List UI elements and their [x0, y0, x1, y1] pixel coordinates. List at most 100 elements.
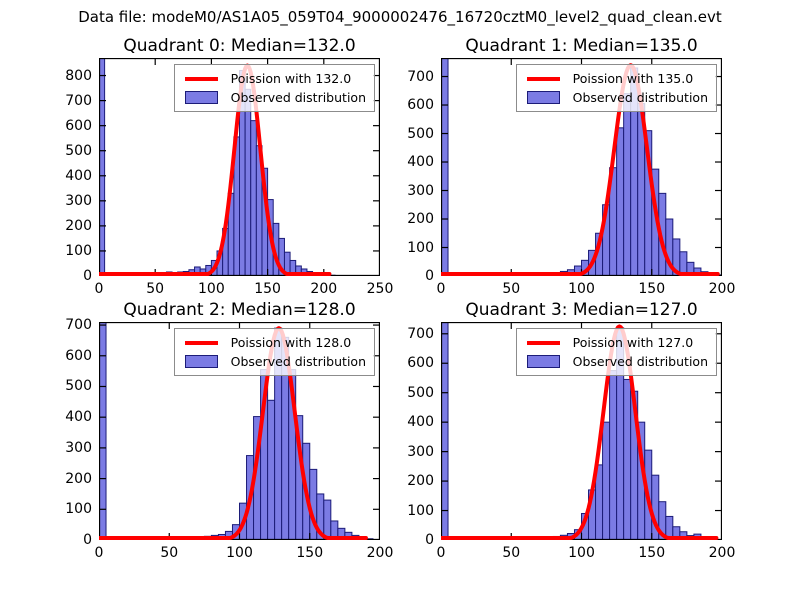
y-tick-label: 100	[65, 242, 92, 259]
legend-label-poisson: Poission with 127.0	[572, 335, 694, 350]
legend-row: Observed distribution	[184, 88, 366, 107]
legend-row: Poission with 132.0	[184, 69, 366, 88]
x-tick-label: 200	[708, 545, 736, 561]
x-tick-label: 0	[94, 545, 104, 561]
legend-quadrant-0: Poission with 132.0 Observed distributio…	[173, 64, 375, 112]
x-tick-label: 150	[296, 545, 324, 561]
y-tick-label: 600	[407, 355, 434, 372]
poisson-line-swatch	[184, 340, 218, 345]
observed-patch-swatch	[184, 355, 218, 368]
x-tick-label: 0	[436, 545, 446, 561]
y-tick-label: 400	[65, 409, 92, 426]
x-tick-label: 0	[94, 281, 104, 297]
x-tick-label: 0	[436, 281, 446, 297]
histogram-bar	[267, 399, 276, 540]
legend-quadrant-3: Poission with 127.0 Observed distributio…	[515, 328, 717, 376]
y-tick-label: 100	[65, 501, 92, 518]
histogram-bar	[323, 499, 332, 540]
histogram-bar	[616, 127, 625, 276]
histogram-bar	[99, 322, 107, 540]
y-tick-label: 400	[407, 154, 434, 170]
histogram-bar	[602, 421, 611, 540]
poisson-fit-curve	[441, 324, 719, 540]
x-tick-label: 100	[568, 545, 595, 561]
y-tick-label: 200	[407, 473, 434, 490]
y-tick-label: 0	[425, 268, 434, 284]
legend-label-observed: Observed distribution	[230, 90, 366, 105]
axes-box	[441, 322, 722, 540]
x-tick-label: 250	[366, 281, 394, 297]
y-tick-label: 200	[407, 211, 434, 227]
poisson-fit-curve	[441, 63, 720, 276]
legend-row: Observed distribution	[526, 352, 708, 371]
subplot-title-quadrant-3: Quadrant 3: Median=127.0	[465, 300, 698, 320]
poisson-line-swatch	[526, 76, 560, 81]
x-tick-label: 200	[708, 281, 736, 297]
y-tick-label: 600	[65, 347, 92, 364]
y-tick-label: 700	[65, 317, 92, 334]
figure-title: Data file: modeM0/AS1A05_059T04_90000024…	[78, 8, 722, 26]
y-tick-label: 600	[65, 117, 92, 134]
legend-label-observed: Observed distribution	[230, 354, 366, 369]
y-tick-label: 700	[407, 325, 434, 342]
histogram-bar	[623, 93, 632, 276]
y-tick-label: 400	[65, 167, 92, 184]
histogram-bar	[441, 58, 449, 276]
histogram-bar	[250, 120, 257, 276]
legend-row: Observed distribution	[526, 88, 708, 107]
y-tick-label: 0	[83, 532, 92, 548]
x-tick-label: 50	[146, 281, 165, 297]
legend-label-observed: Observed distribution	[572, 90, 708, 105]
observed-patch-swatch	[526, 91, 560, 104]
y-tick-label: 400	[407, 414, 434, 431]
x-tick-label: 200	[310, 281, 338, 297]
legend-quadrant-1: Poission with 135.0 Observed distributio…	[515, 64, 717, 112]
observed-patch-swatch	[184, 91, 218, 104]
histogram-bar	[99, 58, 106, 276]
x-tick-label: 50	[160, 545, 179, 561]
legend-label-poisson: Poission with 128.0	[230, 335, 352, 350]
subplot-title-quadrant-1: Quadrant 1: Median=135.0	[465, 36, 698, 56]
x-tick-label: 100	[226, 545, 253, 561]
legend-label-poisson: Poission with 135.0	[572, 71, 694, 86]
y-tick-label: 500	[407, 384, 434, 401]
x-tick-label: 50	[502, 281, 521, 297]
y-tick-label: 500	[65, 142, 92, 159]
poisson-line-swatch	[184, 76, 218, 81]
y-tick-label: 700	[407, 68, 434, 85]
x-tick-label: 150	[638, 281, 666, 297]
poisson-fit-curve	[99, 326, 368, 540]
histogram-bar	[244, 88, 252, 276]
y-tick-label: 300	[407, 443, 434, 460]
axes-box	[99, 58, 380, 276]
x-tick-label: 200	[366, 545, 394, 561]
legend-quadrant-2: Poission with 128.0 Observed distributio…	[173, 328, 375, 376]
observed-patch-swatch	[526, 355, 560, 368]
y-tick-label: 0	[425, 532, 434, 548]
poisson-fit-curve	[99, 63, 332, 276]
x-tick-label: 50	[502, 545, 521, 561]
axes-box	[99, 322, 380, 540]
y-tick-label: 600	[407, 97, 434, 114]
y-tick-label: 100	[407, 502, 434, 519]
x-tick-label: 150	[638, 545, 666, 561]
y-tick-label: 200	[65, 217, 92, 234]
legend-label-observed: Observed distribution	[572, 354, 708, 369]
x-tick-label: 150	[254, 281, 281, 297]
legend-row: Observed distribution	[184, 352, 366, 371]
y-tick-label: 300	[65, 192, 92, 209]
y-tick-label: 100	[407, 239, 434, 256]
legend-label-poisson: Poission with 132.0	[230, 71, 352, 86]
y-tick-label: 0	[83, 268, 92, 284]
legend-row: Poission with 135.0	[526, 69, 708, 88]
y-tick-label: 500	[407, 125, 434, 142]
y-tick-label: 300	[407, 182, 434, 199]
x-tick-label: 100	[568, 281, 595, 297]
legend-row: Poission with 127.0	[526, 333, 708, 352]
histogram-bar	[623, 378, 632, 540]
histogram-bar	[609, 370, 618, 540]
y-tick-label: 700	[65, 92, 92, 109]
legend-row: Poission with 128.0	[184, 333, 366, 352]
y-tick-label: 300	[65, 439, 92, 456]
